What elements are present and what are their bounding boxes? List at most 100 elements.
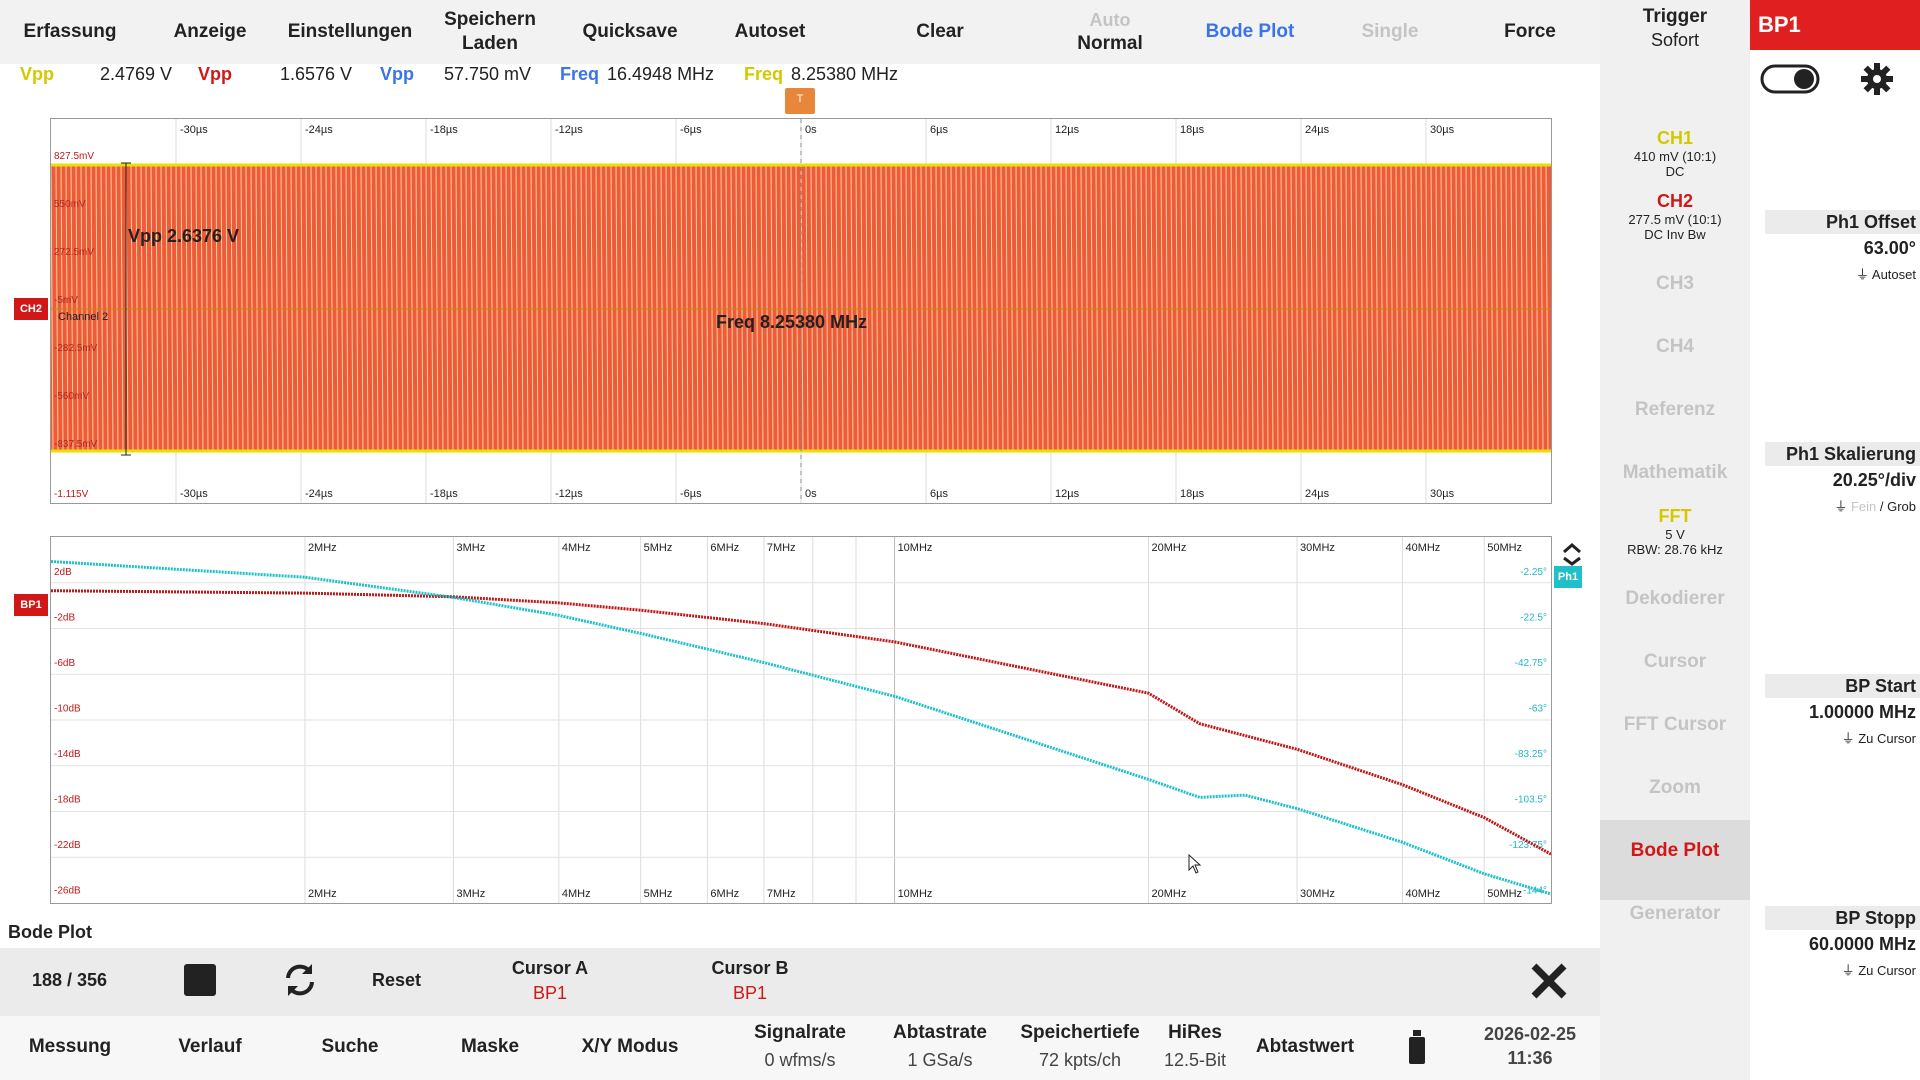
refresh-icon[interactable] [280,960,320,1000]
bp-stop-to-cursor[interactable]: ⏚ Zu Cursor [1765,960,1916,979]
menu-trigger-mode[interactable]: Auto Normal [1040,0,1180,64]
bode-plot-side-button[interactable]: Bode Plot [1600,820,1750,900]
ph1-offset-title[interactable]: Ph1 Offset [1765,210,1920,234]
ph1-scale-title[interactable]: Ph1 Skalierung [1765,442,1920,466]
bode-gain-label: -10dB [54,704,81,715]
suche-button[interactable]: Suche [321,1036,379,1057]
menu-einstellungen[interactable]: Einstellungen [287,21,413,42]
ph1-offset-value[interactable]: 63.00° [1863,238,1916,258]
bode-x-tick-top: 30MHz [1300,542,1335,554]
bp-start-value[interactable]: 1.00000 MHz [1808,702,1916,722]
bode-x-tick-top: 4MHz [562,542,591,554]
generator-button[interactable]: Generator [1629,903,1721,924]
menu-single[interactable]: Single [1361,21,1419,42]
cursor-button[interactable]: Cursor [1643,651,1707,672]
bp1-tab[interactable]: BP1 [1750,0,1920,50]
menu-clear[interactable]: Clear [916,21,964,42]
ph1-offset-autoset[interactable]: ⏚ Autoset [1765,264,1916,283]
ch2-offset-marker[interactable]: CH2 [14,298,48,320]
menu-speichern-laden[interactable]: Speichern Laden [420,0,560,64]
stop-button[interactable] [184,964,216,996]
bode-x-tick-bottom: 5MHz [644,888,673,900]
time-x-tick-bottom: -6µs [680,488,702,500]
bode-x-tick-bottom: 50MHz [1487,888,1522,900]
bode-x-tick-top: 7MHz [767,542,796,554]
time-domain-waveform: -30µs -30µs -24µs -24µs -18µs -18µs -12µs -12µs… [51,119,1551,503]
time-y-label: -837.5mV [54,439,98,450]
ch1-scale: 410 mV (10:1) [1633,149,1717,164]
messung-button[interactable]: Messung [28,1036,112,1057]
fft-button[interactable]: FFT 5 V RBW: 28.76 kHz [1600,506,1750,557]
bp-start-to-cursor[interactable]: ⏚ Zu Cursor [1765,728,1916,747]
ch3-button[interactable]: CH3 [1655,273,1694,294]
abtastwert-button[interactable]: Abtastwert [1255,1036,1355,1057]
ph1-scale-value[interactable]: 20.25°/div [1832,470,1916,490]
sweep-progress: 188 / 356 [32,970,108,990]
reset-button[interactable]: Reset [372,970,422,990]
cursor-b-button[interactable]: Cursor B BP1 [700,958,800,1004]
bode-plot-area[interactable]: 2MHz 2MHz 3MHz 3MHz 4MHz 4MHz 5MHz 5MHz 6MHz 6MHz… [50,536,1552,904]
close-icon[interactable] [1530,962,1568,1000]
bode-gain-label: -26dB [54,886,81,897]
ch2-button[interactable]: CH2 277.5 mV (10:1) DC Inv Bw [1600,191,1750,242]
menu-autoset[interactable]: Autoset [734,21,806,42]
trigger-button[interactable]: Trigger Sofort [1600,6,1750,51]
time-x-tick-top: 12µs [1055,124,1080,136]
verlauf-button[interactable]: Verlauf [178,1036,242,1057]
bode-phase-label: -2.25° [1520,567,1547,578]
menu-quicksave[interactable]: Quicksave [582,21,678,42]
fft-cursor-button[interactable]: FFT Cursor [1623,714,1727,735]
ch1-name: CH1 [1656,128,1693,148]
menu-speichern-label: Speichern [444,9,536,30]
coarse-label: / Grob [1876,499,1916,514]
bode-control-bar: 188 / 356 Reset Cursor A BP1 Cursor B BP… [0,948,1600,1016]
enable-toggle[interactable] [1760,64,1820,94]
bode-x-tick-top: 3MHz [456,542,485,554]
menu-anzeige[interactable]: Anzeige [173,21,247,42]
expand-toggle-icon[interactable] [1560,542,1584,566]
ch4-button[interactable]: CH4 [1655,336,1694,357]
time-x-tick-top: -24µs [305,124,333,136]
xy-mode-button[interactable]: X/Y Modus [581,1036,679,1057]
trigger-position-marker[interactable]: T [785,88,815,114]
dekodierer-button[interactable]: Dekodierer [1625,588,1725,609]
bp-stop-title[interactable]: BP Stopp [1765,906,1920,930]
usb-storage-icon[interactable] [1408,1030,1426,1064]
menu-bode-plot[interactable]: Bode Plot [1205,21,1295,42]
bp-start-title[interactable]: BP Start [1765,674,1920,698]
time-domain-plot[interactable]: -30µs -30µs -24µs -24µs -18µs -18µs -12µs -12µs… [50,118,1552,504]
time-x-tick-top: 6µs [930,124,948,136]
maske-button[interactable]: Maske [460,1036,520,1057]
ph1-marker[interactable]: Ph1 [1554,566,1582,588]
mathematik-button[interactable]: Mathematik [1622,462,1728,483]
bp1-marker[interactable]: BP1 [14,594,48,616]
time-display: 11:36 [1507,1048,1553,1068]
time-y-top-label: 827.5mV [54,151,94,162]
bode-gain-label: -6dB [54,658,75,669]
bp-stop-value[interactable]: 60.0000 MHz [1808,934,1916,954]
cursor-b-label: Cursor B [711,958,789,978]
meas-4-value: 16.4948 MHz [607,64,715,84]
zoom-button[interactable]: Zoom [1649,777,1701,798]
menu-erfassung[interactable]: Erfassung [23,21,117,42]
time-x-tick-bottom: -12µs [555,488,583,500]
knob-icon: ⏚ [1841,963,1859,978]
cursor-a-source: BP1 [532,983,568,1003]
referenz-button[interactable]: Referenz [1634,399,1716,420]
time-x-tick-top: -18µs [430,124,458,136]
gear-icon[interactable] [1860,62,1894,96]
bode-phase-label: -103.5° [1515,795,1547,806]
cursor-a-button[interactable]: Cursor A BP1 [500,958,600,1004]
ph1-offset-sub-label: Autoset [1871,267,1916,282]
ch2-scale: 277.5 mV (10:1) [1628,212,1722,227]
menu-force[interactable]: Force [1504,21,1556,42]
ph1-scale-fine-coarse[interactable]: ⏚ Fein / Grob [1765,496,1916,515]
ch1-button[interactable]: CH1 410 mV (10:1) DC [1600,128,1750,179]
hires-value: 12.5-Bit [1163,1050,1227,1070]
bode-x-tick-bottom: 40MHz [1405,888,1440,900]
bode-plot-side-label: Bode Plot [1630,840,1720,861]
cursor-b-source: BP1 [732,983,768,1003]
time-x-tick-top: 18µs [1180,124,1205,136]
bode-gain-label: -2dB [54,613,75,624]
fft-name: FFT [1658,506,1692,526]
